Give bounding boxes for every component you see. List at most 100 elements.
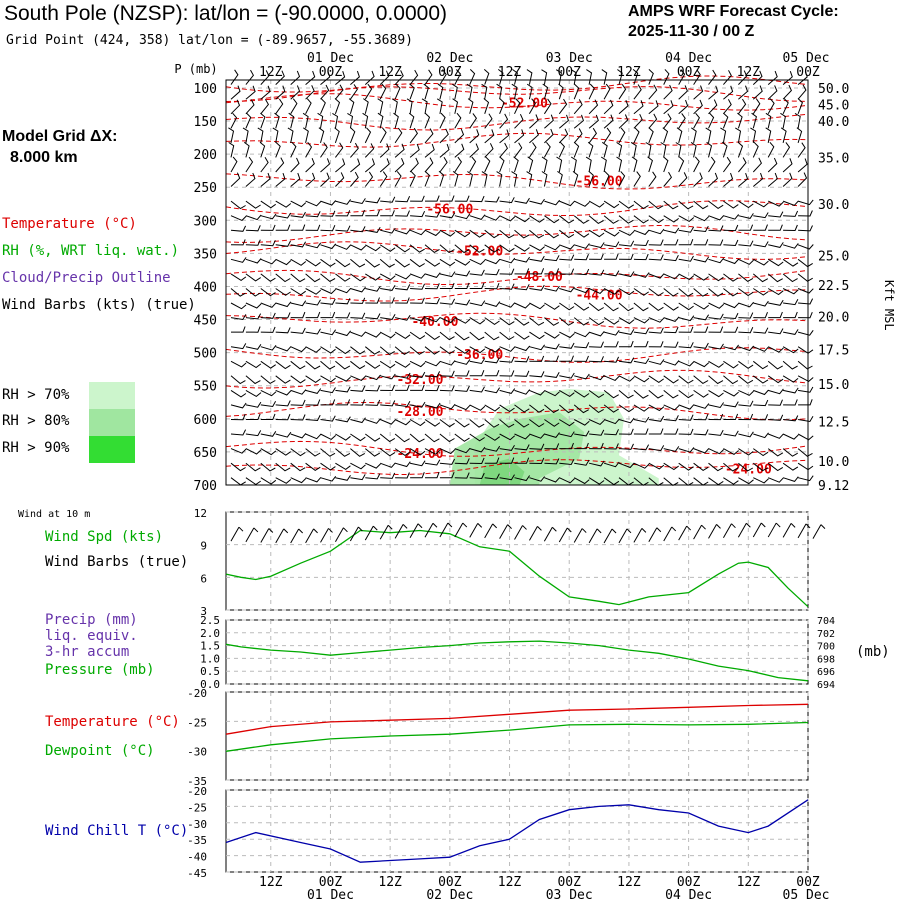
surface-wind-barb: [320, 528, 333, 543]
wind-barb: [558, 215, 575, 224]
wind-barb: [721, 141, 728, 158]
windchill-panel-frame: [225, 789, 809, 873]
wind-barb: [305, 200, 322, 207]
wind-barb: [410, 371, 426, 378]
wind-barb: [484, 113, 493, 129]
wind-barb: [335, 399, 351, 406]
wind-barb: [738, 375, 754, 384]
wind-barb: [424, 384, 440, 392]
wind-barb: [230, 302, 247, 310]
wind-barb: [424, 128, 434, 144]
legend-cloud: Cloud/Precip Outline: [2, 270, 171, 286]
wind-barb: [768, 399, 783, 406]
wind-barb: [320, 375, 336, 383]
wind-barb: [245, 214, 262, 221]
bottom-time-tick-label: 12Z: [378, 875, 402, 890]
wind-barb: [633, 229, 650, 236]
wind-barb: [408, 112, 415, 129]
top-date-label: 04 Dec: [665, 51, 712, 66]
surface-wind-barb: [424, 522, 438, 538]
wind-barb: [767, 258, 784, 267]
wind-barb: [678, 69, 686, 85]
pressure-tick-label-right: 694: [817, 680, 835, 691]
wind-barb: [589, 442, 604, 450]
wind-barb: [544, 477, 560, 483]
pressure-tick-label-right: 704: [817, 616, 835, 627]
wind-barb: [424, 258, 441, 267]
wind-barb: [260, 400, 277, 408]
wind-barb: [603, 170, 610, 187]
wind-barb: [603, 127, 612, 144]
top-date-label: 05 Dec: [783, 51, 830, 66]
wind-barb: [288, 112, 295, 129]
wind-barb: [752, 360, 769, 370]
wind-barb: [454, 317, 471, 324]
wind-barb: [753, 224, 768, 231]
top-date-label: 03 Dec: [546, 51, 593, 66]
wind-barb: [603, 330, 620, 336]
wind-barb: [424, 316, 441, 323]
wind-barb: [648, 375, 664, 384]
wind-barb: [783, 329, 799, 335]
wind-barb: [663, 200, 679, 210]
wind-barb: [245, 172, 256, 187]
wind-barb: [798, 312, 813, 319]
wind-barb: [529, 317, 545, 326]
wind-barb: [394, 346, 410, 356]
surface-wind-barb: [290, 528, 304, 544]
wind-barb: [693, 429, 709, 436]
wind-barb: [290, 157, 300, 173]
wind-barb: [588, 215, 604, 225]
wind-barb: [574, 342, 590, 349]
wind-barb: [723, 224, 739, 232]
wind-barb: [379, 83, 387, 100]
wind-barb: [290, 200, 307, 208]
wind-barb: [379, 433, 396, 443]
wind-barb: [231, 326, 246, 333]
wind-barb: [260, 462, 276, 472]
wind-barb: [290, 399, 306, 406]
wind-barb: [391, 98, 398, 114]
wind-barb: [499, 346, 516, 352]
wind-barb: [797, 244, 814, 250]
wind-barb: [454, 331, 470, 341]
wind-barb: [529, 215, 545, 223]
wind-barb: [439, 458, 456, 465]
wind-barb: [499, 257, 516, 264]
wind-barb: [365, 433, 381, 442]
wind-barb: [484, 346, 501, 353]
wind-barb: [395, 384, 410, 391]
wind-barb: [630, 141, 637, 158]
wind-barb: [663, 477, 679, 487]
wind-barb: [738, 273, 754, 283]
wind-barb: [242, 127, 249, 143]
wind-barb: [290, 258, 307, 266]
wind-barb: [633, 358, 650, 365]
wind-barb: [499, 445, 515, 451]
wind-barb: [663, 302, 679, 311]
wind-barb: [603, 288, 620, 295]
wind-barb: [527, 156, 534, 173]
wind-barb: [558, 141, 565, 158]
wind-barb: [557, 170, 563, 187]
wind-barb: [782, 273, 798, 283]
wind-barb: [439, 403, 456, 410]
wind-barb: [409, 419, 426, 427]
wind-barb: [782, 200, 799, 206]
wind-barb: [454, 299, 471, 306]
wind-barb: [469, 358, 486, 365]
wind-barb: [603, 390, 619, 399]
wind-barb: [782, 158, 793, 173]
wind-barb: [452, 83, 458, 100]
wind-barb: [335, 84, 344, 100]
pressure-tick-label: 650: [194, 446, 217, 461]
wind-barb: [693, 389, 709, 398]
wind-barb: [410, 210, 426, 218]
pressure-tick-label: 400: [194, 280, 217, 295]
wind-barb: [320, 387, 336, 394]
wind-barb: [379, 158, 390, 173]
wind-barb: [454, 359, 471, 365]
wind-10m-caption: Wind at 10 m: [18, 509, 91, 520]
wind-barb: [290, 70, 301, 85]
model-grid-info: Model Grid ΔX: 8.000 km: [2, 126, 118, 168]
